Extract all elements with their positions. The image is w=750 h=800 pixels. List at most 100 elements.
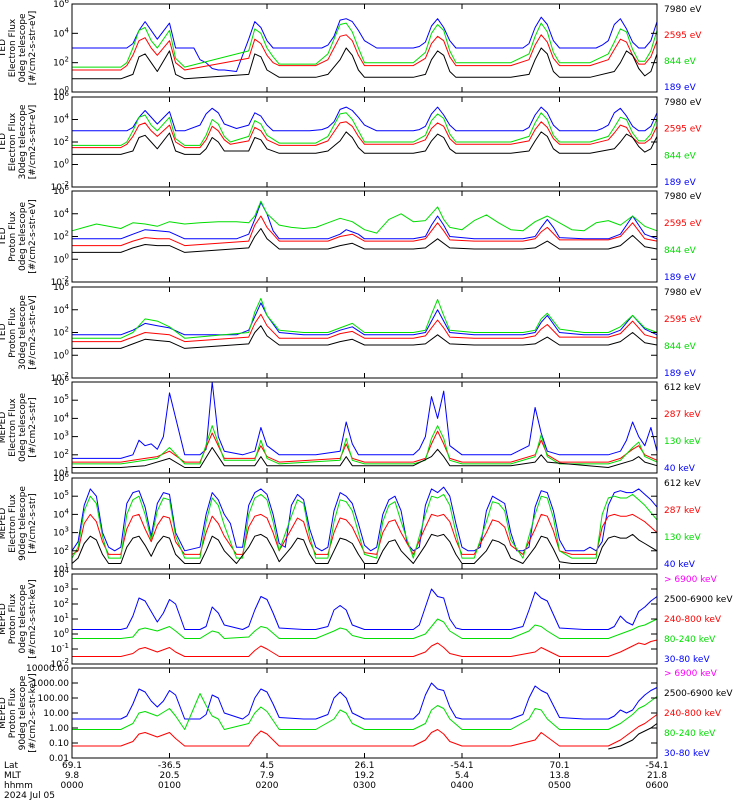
legend-entry: 287 keV: [664, 506, 701, 516]
series-line-blue: [72, 381, 658, 459]
y-tick-label: 104: [53, 567, 69, 580]
series-line-green: [72, 297, 658, 339]
x-tick-mlt: 13.8: [549, 771, 569, 781]
series-line-green: [72, 618, 658, 639]
legend-entry: > 6900 keV: [664, 669, 718, 679]
panel-8: 0.01 0.10 1.00 10.00 100.00 1000.00 10000.00ME…: [0, 664, 733, 764]
x-tick-lat: 4.5: [260, 761, 274, 771]
y-tick-label: 102: [53, 230, 69, 243]
legend-entry: 240-800 keV: [664, 709, 722, 719]
y-tick-label: 106: [53, 375, 69, 388]
x-tick-hhmm: 0400: [451, 781, 474, 791]
x-tick-mlt: 21.8: [647, 771, 667, 781]
legend-entry: 2595 eV: [664, 31, 702, 41]
panel-1: 100 102 104 106 TEDElectron Flux0deg telesco…: [0, 0, 702, 98]
y-axis-label: MEPEDElectron Flux0deg telescope[#/cm2-s…: [0, 393, 38, 463]
series-line-black: [71, 533, 658, 564]
panel-6: 101 102 103 104 105 106 MEPEDElectron Flux90de…: [0, 471, 701, 575]
y-axis-label: TEDProton Flux30deg telescope[#/cm2-s-st…: [0, 295, 38, 370]
y-tick-label: 0.01: [49, 754, 69, 764]
legend-entry: 130 keV: [664, 533, 701, 543]
series-line-green: [72, 693, 658, 730]
y-tick-label: 10-2: [51, 371, 69, 384]
x-tick-hhmm: 0500: [548, 781, 571, 791]
y-tick-label: 104: [53, 303, 69, 316]
y-tick-label: 104: [53, 207, 69, 220]
series-line-blue: [72, 302, 658, 336]
series-line-red: [72, 714, 658, 747]
y-tick-label: 102: [53, 135, 69, 148]
y-tick-label: 10000.00: [26, 664, 69, 674]
legend-entry: 844 eV: [664, 342, 697, 352]
y-tick-label: 10-2: [51, 180, 69, 193]
series-line-blue: [72, 588, 658, 630]
series-line-black: [72, 228, 658, 253]
y-tick-label: 102: [53, 448, 69, 461]
x-row-label: MLT: [4, 771, 22, 781]
panel-7: 10-2 10-1 100 101 102 103 104 MEPEDProton Flux0…: [0, 567, 733, 670]
y-tick-label: 100: [53, 252, 69, 265]
panel-2: 10-2 100 102 104 106 TEDElectron Flux30deg te…: [0, 90, 702, 193]
x-tick-lat: -54.1: [450, 761, 473, 771]
x-tick-hhmm: 0300: [353, 781, 376, 791]
plot-frame: [71, 190, 658, 283]
y-tick-label: 100: [53, 627, 69, 640]
legend-entry: 30-80 keV: [664, 749, 710, 759]
series-line-green: [72, 112, 658, 146]
series-line-red: [71, 513, 658, 555]
y-axis-label: TEDProton Flux0deg telescope[#/cm2-s-str…: [0, 199, 38, 274]
x-tick-mlt: 19.2: [354, 771, 374, 781]
series-line-black: [608, 723, 658, 750]
legend-entry: 40 keV: [664, 464, 696, 474]
y-tick-label: 106: [53, 90, 69, 103]
legend-entry: 844 eV: [664, 151, 697, 161]
legend-entry: 612 keV: [664, 479, 701, 489]
series-line-blue: [72, 682, 658, 720]
y-tick-label: 102: [53, 326, 69, 339]
y-axis-label: MEPEDElectron Flux90deg telescope[#/cm2-…: [0, 486, 38, 561]
legend-entry: 844 eV: [664, 57, 697, 67]
y-axis-label: MEPEDProton Flux90deg telescope[#/cm2-s-…: [0, 673, 38, 752]
y-tick-label: 0.10: [49, 739, 69, 749]
series-line-red: [72, 639, 658, 657]
y-tick-label: 105: [53, 489, 69, 502]
y-tick-label: 101: [53, 612, 69, 625]
legend-entry: 189 eV: [664, 273, 697, 283]
y-tick-label: 106: [53, 280, 69, 293]
y-axis-label: MEPEDProton Flux0deg telescope[#/cm2-s-s…: [0, 579, 38, 658]
y-tick-label: 102: [53, 597, 69, 610]
x-tick-lat: 26.1: [354, 761, 374, 771]
y-tick-label: 104: [53, 507, 69, 520]
legend-entry: 240-800 keV: [664, 615, 722, 625]
x-row-label: Lat: [4, 761, 19, 771]
legend-entry: 2595 eV: [664, 125, 702, 135]
legend-entry: 7980 eV: [664, 98, 702, 108]
legend-entry: 2500-6900 keV: [664, 595, 733, 605]
x-tick-hhmm: 0600: [646, 781, 669, 791]
y-tick-label: 100: [53, 348, 69, 361]
legend-entry: 40 keV: [664, 560, 696, 570]
y-tick-label: 100.00: [38, 694, 70, 704]
legend-entry: 287 keV: [664, 410, 701, 420]
y-tick-label: 101: [53, 466, 69, 479]
y-tick-label: 10-2: [51, 657, 69, 670]
x-tick-mlt: 5.4: [455, 771, 470, 781]
panel-4: 10-2 100 102 104 106 TEDProton Flux30deg tele…: [0, 280, 702, 384]
x-tick-lat: -36.5: [158, 761, 181, 771]
y-tick-label: 1000.00: [32, 679, 69, 689]
legend-entry: 7980 eV: [664, 192, 702, 202]
y-tick-label: 106: [53, 184, 69, 197]
series-line-red: [72, 313, 658, 343]
series-line-black: [72, 131, 658, 155]
plot-frame: [71, 381, 658, 474]
legend-entry: 2595 eV: [664, 219, 702, 229]
series-line-red: [72, 34, 658, 71]
panel-3: 10-2 100 102 104 106 TEDProton Flux0deg teles…: [0, 184, 702, 288]
series-line-blue: [71, 486, 658, 552]
legend-entry: 7980 eV: [664, 5, 702, 15]
y-tick-label: 106: [53, 471, 69, 484]
series-line-black: [72, 447, 658, 468]
x-row-label: 2024 Jul 05: [4, 791, 55, 800]
y-tick-label: 103: [53, 526, 69, 539]
